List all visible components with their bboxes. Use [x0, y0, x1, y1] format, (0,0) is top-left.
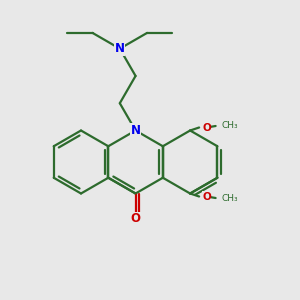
Text: O: O [202, 191, 211, 202]
Text: N: N [130, 124, 141, 137]
Text: O: O [202, 122, 211, 133]
Text: N: N [115, 42, 125, 55]
Text: O: O [130, 212, 141, 226]
Text: CH₃: CH₃ [222, 121, 238, 130]
Text: CH₃: CH₃ [222, 194, 238, 203]
